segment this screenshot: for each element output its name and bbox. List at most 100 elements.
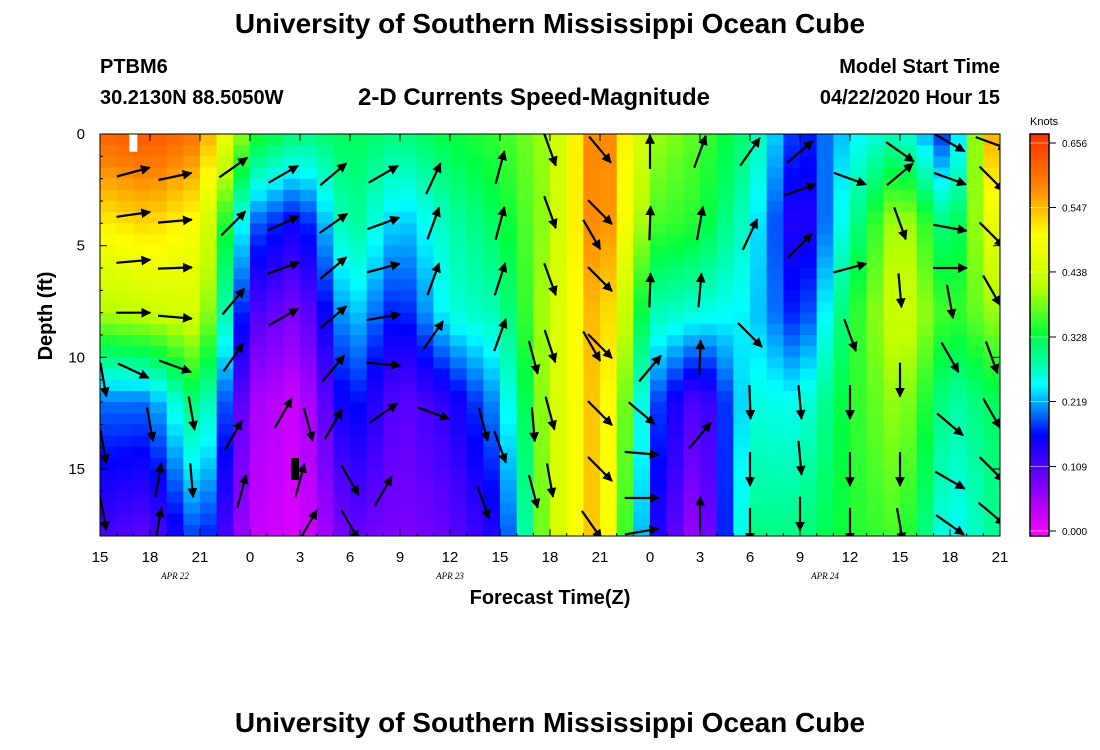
- heat-cell: [666, 346, 684, 358]
- heat-cell: [450, 245, 468, 258]
- heat-cell: [100, 201, 118, 213]
- heat-cell: [916, 312, 934, 325]
- heat-cell: [166, 201, 184, 213]
- heat-cell: [966, 457, 984, 470]
- heat-cell: [716, 480, 734, 492]
- heat-cell: [833, 312, 851, 325]
- heat-cell: [866, 256, 884, 269]
- heat-cell: [950, 290, 968, 303]
- heat-cell: [183, 212, 201, 224]
- heat-cell: [533, 301, 551, 314]
- heat-cell: [116, 312, 134, 325]
- heat-cell: [566, 424, 584, 437]
- heat-cell: [416, 413, 434, 425]
- heat-cell: [300, 178, 318, 191]
- heat-cell: [866, 201, 884, 213]
- heat-cell: [333, 323, 351, 336]
- heat-cell: [916, 234, 934, 247]
- current-vector: [933, 223, 968, 235]
- heat-cell: [233, 256, 251, 269]
- heat-cell: [716, 402, 734, 414]
- heat-cell: [183, 290, 201, 303]
- heat-cell: [183, 189, 201, 202]
- heat-cell: [866, 480, 884, 492]
- heat-cell: [450, 446, 468, 459]
- heat-cell: [666, 323, 684, 336]
- heat-cell: [683, 513, 701, 526]
- heat-cell: [783, 301, 801, 314]
- heat-cell: [533, 457, 551, 470]
- heat-cell: [466, 424, 484, 437]
- heat-cell: [800, 424, 818, 437]
- heat-cell: [600, 134, 618, 146]
- heat-cell: [316, 301, 334, 314]
- heat-cell: [283, 491, 301, 504]
- heat-cell: [666, 145, 684, 157]
- x-tick-label: 21: [192, 549, 209, 566]
- heat-cell: [783, 312, 801, 325]
- heat-cell: [683, 502, 701, 515]
- heat-cell: [300, 368, 318, 381]
- heat-cell: [466, 457, 484, 470]
- heat-cell: [183, 502, 201, 515]
- heat-cell: [116, 424, 134, 437]
- heat-cell: [316, 335, 334, 347]
- heat-cell: [316, 491, 334, 504]
- heat-cell: [850, 323, 868, 336]
- heat-cell: [216, 502, 234, 515]
- heat-cell: [800, 480, 818, 492]
- heat-cell: [100, 457, 118, 470]
- heat-cell: [600, 323, 618, 336]
- heat-cell: [516, 268, 534, 280]
- heat-cell: [533, 167, 551, 180]
- heat-cell: [183, 513, 201, 526]
- heat-cell: [633, 469, 651, 481]
- heat-cell: [116, 201, 134, 213]
- heat-cell: [666, 245, 684, 258]
- heat-cell: [933, 502, 951, 515]
- heat-cell: [350, 145, 368, 157]
- page-title: University of Southern Mississippi Ocean…: [234, 8, 866, 39]
- heat-cell: [666, 256, 684, 269]
- heat-cell: [416, 178, 434, 191]
- heat-cell: [566, 167, 584, 180]
- x-tick-label: 18: [542, 549, 559, 566]
- heat-cell: [483, 424, 501, 437]
- heat-cell: [250, 413, 268, 425]
- heat-cell: [566, 323, 584, 336]
- heat-cell: [866, 513, 884, 526]
- heat-cell: [283, 480, 301, 492]
- heat-cell: [100, 245, 118, 258]
- heat-cell: [500, 480, 518, 492]
- heat-cell: [550, 156, 568, 169]
- heat-cell: [850, 446, 868, 459]
- heat-cell: [316, 513, 334, 526]
- heat-cell: [766, 368, 784, 381]
- heat-cell: [983, 457, 1000, 470]
- heat-cell: [516, 256, 534, 269]
- heat-cell: [333, 279, 351, 291]
- heat-cell: [200, 524, 218, 536]
- heat-cell: [150, 290, 168, 303]
- heat-cell: [183, 201, 201, 213]
- heat-cell: [800, 402, 818, 414]
- heat-cell: [200, 245, 218, 258]
- heat-cell: [583, 268, 601, 280]
- heat-cell: [300, 256, 318, 269]
- heat-cell: [700, 335, 718, 347]
- heat-cell: [100, 413, 118, 425]
- heat-cell: [383, 368, 401, 381]
- heat-cell: [233, 189, 251, 202]
- heat-cell: [683, 212, 701, 224]
- date-label: APR 24: [810, 571, 839, 581]
- heat-cell: [266, 390, 284, 403]
- heat-cell: [683, 480, 701, 492]
- heat-cell: [483, 234, 501, 247]
- heat-cell: [216, 480, 234, 492]
- heat-cell: [733, 178, 751, 191]
- heat-cell: [966, 212, 984, 224]
- heat-cell: [933, 223, 951, 236]
- heat-cell: [766, 223, 784, 236]
- heat-cell: [716, 189, 734, 202]
